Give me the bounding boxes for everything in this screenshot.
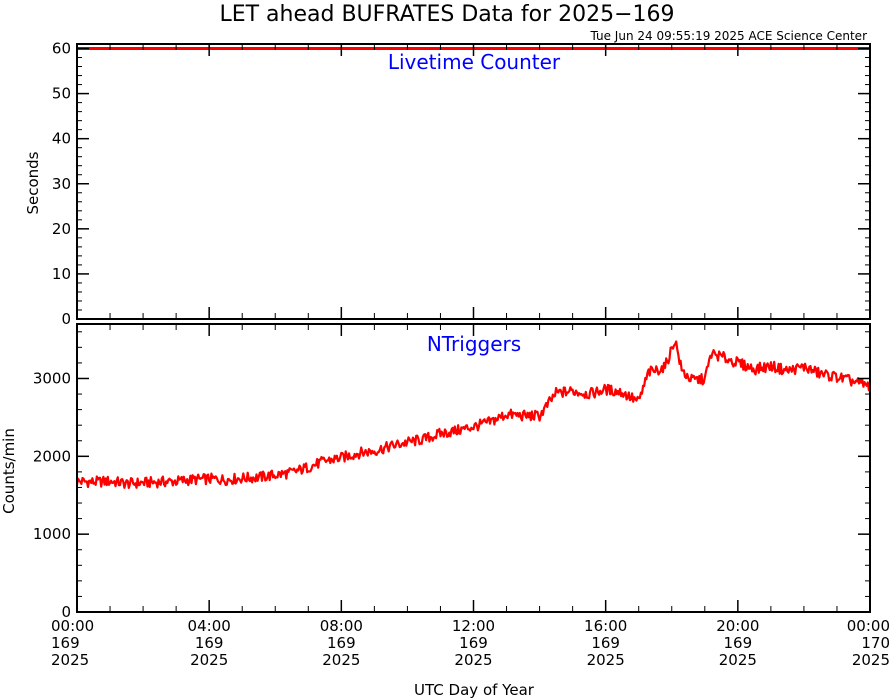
x-tick-label-year: 2025 <box>190 651 228 669</box>
x-tick-label-doy: 169 <box>724 634 753 652</box>
livetime-y-tick-label: 60 <box>52 40 71 58</box>
x-tick-label-time: 12:00 <box>452 617 495 635</box>
x-tick-label-doy: 169 <box>327 634 356 652</box>
livetime-y-tick-label: 50 <box>52 85 71 103</box>
x-tick-label-year: 2025 <box>719 651 757 669</box>
x-tick-label-year: 2025 <box>322 651 360 669</box>
livetime-panel: 0 10 20 30 40 50 60 Livetime Counter Seconds <box>24 40 871 328</box>
x-tick-label-year: 2025 <box>454 651 492 669</box>
x-tick-label-doy: 169 <box>195 634 224 652</box>
chart-title: LET ahead BUFRATES Data for 2025−169 <box>219 2 674 27</box>
ntriggers-y-tick-label: 1000 <box>33 525 71 543</box>
ntriggers-y-tick-label: 0 <box>61 603 71 621</box>
livetime-y-tick-label: 10 <box>52 265 71 283</box>
x-tick-label-year: 2025 <box>852 651 890 669</box>
x-tick-label-time: 20:00 <box>716 617 759 635</box>
ntriggers-panel: 0 1000 2000 3000 NTriggers Counts/min <box>0 323 871 621</box>
x-tick-label-year: 2025 <box>587 651 625 669</box>
x-axis-label: UTC Day of Year <box>414 681 535 699</box>
x-tick-labels: 00:00169202504:00169202508:00169202512:0… <box>51 617 890 669</box>
ntriggers-y-axis-label: Counts/min <box>0 428 18 514</box>
livetime-y-tick-label: 20 <box>52 220 71 238</box>
livetime-panel-label: Livetime Counter <box>388 50 561 74</box>
x-tick-label-doy: 169 <box>459 634 488 652</box>
ntriggers-series-line <box>75 340 871 489</box>
x-tick-label-time: 00:00 <box>51 617 94 635</box>
livetime-y-axis-label: Seconds <box>24 151 42 214</box>
livetime-plot-frame <box>76 43 871 320</box>
timestamp-label: Tue Jun 24 09:55:19 2025 ACE Science Cen… <box>589 29 867 43</box>
x-tick-label-time: 00:00 <box>847 617 890 635</box>
x-tick-label-year: 2025 <box>51 651 89 669</box>
x-tick-label-time: 08:00 <box>320 617 363 635</box>
ntriggers-panel-label: NTriggers <box>427 332 521 356</box>
x-tick-label-time: 04:00 <box>188 617 231 635</box>
livetime-ticks: 0 10 20 30 40 50 60 <box>52 40 871 328</box>
x-tick-label-time: 16:00 <box>584 617 627 635</box>
ntriggers-y-tick-label: 3000 <box>33 369 71 387</box>
livetime-y-tick-label: 0 <box>61 310 71 328</box>
livetime-y-tick-label: 30 <box>52 175 71 193</box>
x-tick-label-doy: 169 <box>51 634 80 652</box>
x-tick-label-doy: 170 <box>861 634 890 652</box>
ntriggers-y-tick-label: 2000 <box>33 447 71 465</box>
x-tick-label-doy: 169 <box>591 634 620 652</box>
ntriggers-series-group <box>75 340 871 489</box>
ntriggers-plot-frame <box>76 323 871 613</box>
livetime-y-tick-label: 40 <box>52 130 71 148</box>
